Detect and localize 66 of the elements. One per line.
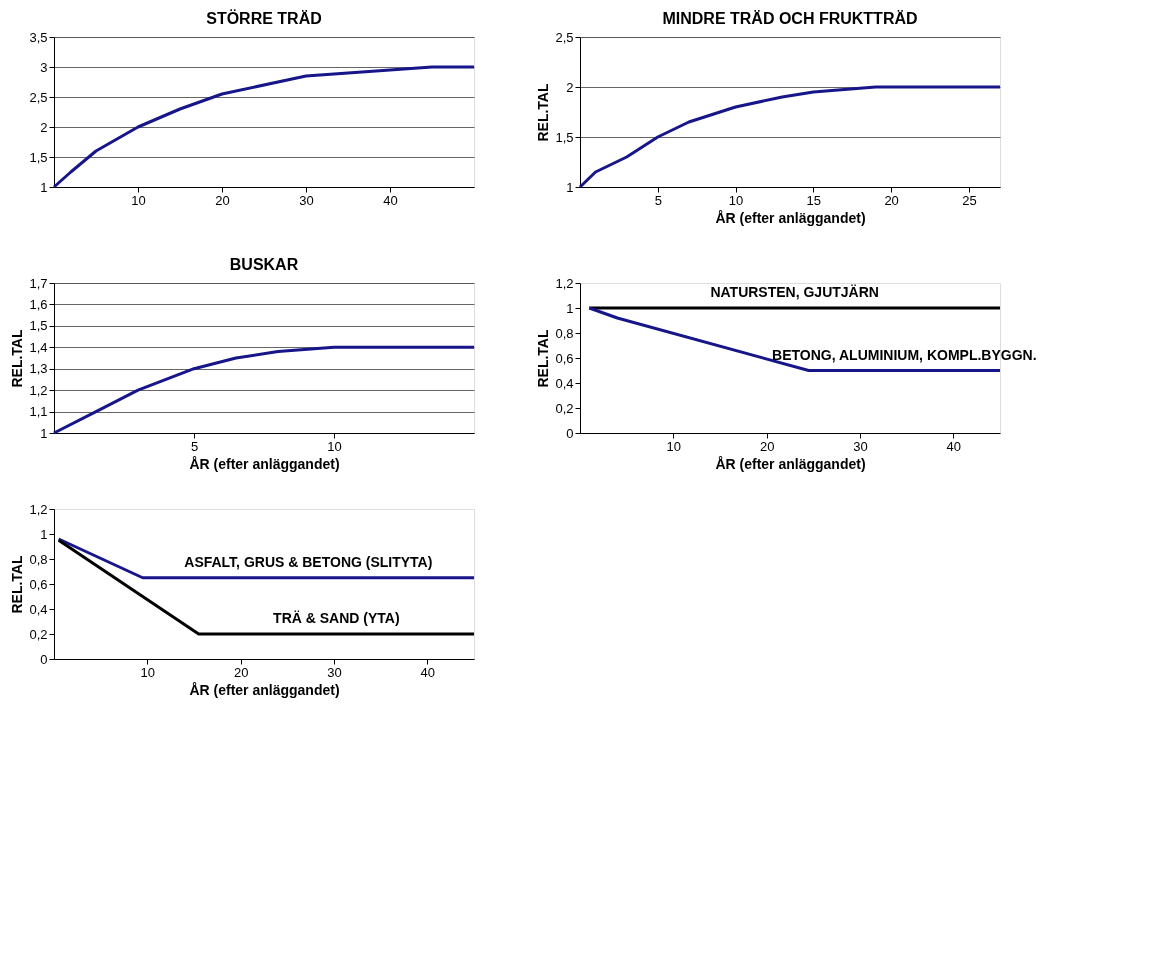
- y-tick-label: 1,2: [555, 275, 574, 291]
- y-tick-label: 1,4: [29, 339, 48, 355]
- x-tick-label: 20: [233, 664, 249, 680]
- y-tick-label: 0,4: [555, 375, 574, 391]
- y-tick-label: 1,7: [29, 275, 48, 291]
- y-axis-title: REL.TAL: [9, 329, 26, 388]
- x-tick-label: 15: [806, 192, 822, 208]
- y-tick-label: 3: [40, 59, 48, 75]
- x-tick-label: 30: [853, 438, 868, 454]
- y-tick-label: 1: [40, 526, 48, 542]
- y-tick-label: 2: [40, 119, 48, 135]
- y-tick-label: 3,5: [29, 29, 48, 45]
- y-tick-label: 0,2: [29, 626, 48, 642]
- x-tick-label: 5: [654, 192, 662, 208]
- y-axis-title: REL.TAL: [9, 555, 26, 614]
- x-axis-title: ÅR (efter anläggandet): [715, 455, 866, 472]
- y-tick-label: 0: [566, 425, 574, 441]
- y-tick-label: 0,8: [29, 551, 48, 567]
- x-tick-label: 30: [327, 664, 342, 680]
- y-tick-label: 0,8: [555, 325, 574, 341]
- x-axis-title: ÅR (efter anläggandet): [189, 681, 340, 698]
- series-label: ASFALT, GRUS & BETONG (SLITYTA): [184, 553, 433, 570]
- y-tick-label: 0,6: [555, 350, 574, 366]
- x-tick-label: 40: [420, 664, 436, 680]
- y-tick-label: 1: [566, 300, 574, 316]
- x-tick-label: 10: [140, 664, 156, 680]
- y-tick-label: 0,4: [29, 601, 48, 617]
- x-axis-title: ÅR (efter anläggandet): [715, 209, 866, 226]
- y-tick-label: 2: [566, 79, 574, 95]
- y-tick-label: 0,2: [555, 400, 574, 416]
- y-tick-label: 2,5: [29, 89, 48, 105]
- y-tick-label: 1: [40, 425, 48, 441]
- y-tick-label: 1,5: [29, 318, 48, 334]
- x-tick-label: 10: [131, 192, 146, 208]
- y-tick-label: 1: [566, 179, 574, 195]
- y-axis-title: REL.TAL: [535, 83, 552, 142]
- x-tick-label: 40: [946, 438, 962, 454]
- y-tick-label: 2,5: [555, 29, 574, 45]
- x-tick-label: 20: [759, 438, 775, 454]
- x-tick-label: 10: [728, 192, 744, 208]
- series-label: NATURSTEN, GJUTJÄRN: [710, 284, 879, 300]
- chart-title: MINDRE TRÄD OCH FRUKTTRÄD: [662, 10, 918, 27]
- y-tick-label: 1,1: [29, 404, 48, 420]
- x-tick-label: 5: [190, 438, 199, 454]
- series-label: BETONG, ALUMINIUM, KOMPL.BYGGN.: [772, 346, 1037, 363]
- x-axis-title: ÅR (efter anläggandet): [189, 455, 340, 472]
- y-tick-label: 0: [40, 651, 48, 667]
- y-tick-label: 1,6: [29, 296, 48, 312]
- y-axis-title: REL.TAL: [535, 329, 552, 388]
- y-tick-label: 0,6: [29, 576, 48, 592]
- y-tick-label: 1,5: [555, 129, 574, 145]
- chart-title: BUSKAR: [229, 256, 299, 273]
- y-tick-label: 1,2: [29, 382, 48, 398]
- y-tick-label: 1,2: [29, 501, 48, 517]
- y-tick-label: 1,5: [29, 149, 48, 165]
- chart-title: STÖRRE TRÄD: [206, 9, 322, 27]
- series-label: TRÄ & SAND (YTA): [273, 610, 400, 626]
- x-tick-label: 20: [884, 192, 899, 208]
- x-tick-label: 25: [962, 192, 977, 208]
- x-tick-label: 10: [327, 438, 342, 454]
- x-tick-label: 10: [666, 438, 682, 454]
- y-tick-label: 1,3: [29, 361, 48, 377]
- x-tick-label: 40: [383, 192, 398, 208]
- y-tick-label: 1: [40, 179, 48, 195]
- x-tick-label: 30: [299, 192, 314, 208]
- x-tick-label: 20: [215, 192, 230, 208]
